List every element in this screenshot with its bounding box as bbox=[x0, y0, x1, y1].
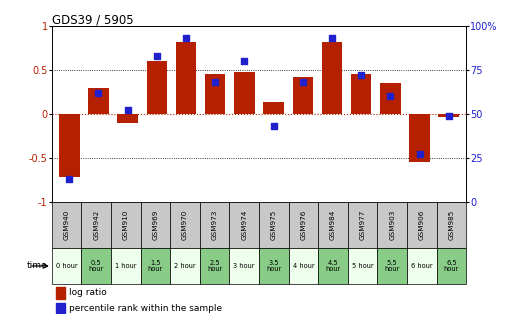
Text: 5 hour: 5 hour bbox=[352, 263, 373, 269]
Text: time: time bbox=[27, 262, 48, 270]
Bar bbox=[56, 287, 65, 299]
Point bbox=[153, 53, 161, 59]
Point bbox=[386, 94, 395, 99]
Text: GSM903: GSM903 bbox=[389, 210, 395, 240]
Text: GSM985: GSM985 bbox=[449, 210, 454, 240]
Bar bbox=[140, 248, 170, 284]
Bar bbox=[200, 201, 229, 248]
Text: GSM910: GSM910 bbox=[123, 210, 129, 240]
Bar bbox=[322, 42, 342, 114]
Bar bbox=[293, 77, 313, 114]
Bar bbox=[289, 201, 318, 248]
Bar bbox=[147, 61, 167, 114]
Bar bbox=[348, 248, 378, 284]
Bar bbox=[59, 114, 80, 177]
Bar bbox=[229, 201, 259, 248]
Text: GSM970: GSM970 bbox=[182, 210, 188, 240]
Text: 2.5
hour: 2.5 hour bbox=[207, 260, 222, 272]
Text: 3.5
hour: 3.5 hour bbox=[266, 260, 281, 272]
Bar bbox=[263, 102, 284, 114]
Bar bbox=[409, 114, 430, 162]
Bar bbox=[200, 248, 229, 284]
Bar bbox=[351, 75, 371, 114]
Text: 0 hour: 0 hour bbox=[56, 263, 77, 269]
Bar bbox=[438, 114, 459, 117]
Text: GSM942: GSM942 bbox=[93, 210, 99, 240]
Bar bbox=[56, 303, 65, 313]
Text: 4.5
hour: 4.5 hour bbox=[325, 260, 341, 272]
Point bbox=[65, 176, 74, 181]
Bar bbox=[52, 248, 81, 284]
Point bbox=[123, 108, 132, 113]
Text: 1 hour: 1 hour bbox=[115, 263, 137, 269]
Text: GSM969: GSM969 bbox=[152, 210, 159, 240]
Point bbox=[269, 124, 278, 129]
Bar bbox=[380, 83, 400, 114]
Text: GDS39 / 5905: GDS39 / 5905 bbox=[52, 13, 134, 26]
Bar bbox=[234, 72, 255, 114]
Bar bbox=[118, 114, 138, 123]
Point bbox=[299, 80, 307, 85]
Text: GSM975: GSM975 bbox=[271, 210, 277, 240]
Text: GSM906: GSM906 bbox=[419, 210, 425, 240]
Bar bbox=[52, 201, 81, 248]
Text: 1.5
hour: 1.5 hour bbox=[148, 260, 163, 272]
Point bbox=[94, 90, 103, 95]
Bar bbox=[318, 201, 348, 248]
Point bbox=[240, 59, 249, 64]
Point bbox=[328, 36, 336, 41]
Bar bbox=[348, 201, 378, 248]
Bar bbox=[229, 248, 259, 284]
Bar bbox=[407, 201, 437, 248]
Bar bbox=[170, 248, 200, 284]
Bar bbox=[407, 248, 437, 284]
Text: GSM974: GSM974 bbox=[241, 210, 247, 240]
Bar bbox=[318, 248, 348, 284]
Text: 6 hour: 6 hour bbox=[411, 263, 433, 269]
Text: GSM976: GSM976 bbox=[300, 210, 307, 240]
Bar bbox=[378, 201, 407, 248]
Bar bbox=[111, 248, 140, 284]
Bar bbox=[81, 201, 111, 248]
Point bbox=[182, 36, 190, 41]
Text: log ratio: log ratio bbox=[69, 288, 107, 297]
Bar bbox=[88, 88, 109, 114]
Bar bbox=[176, 42, 196, 114]
Text: GSM984: GSM984 bbox=[330, 210, 336, 240]
Point bbox=[211, 80, 219, 85]
Bar bbox=[437, 248, 466, 284]
Text: GSM940: GSM940 bbox=[64, 210, 69, 240]
Point bbox=[357, 73, 365, 78]
Bar bbox=[81, 248, 111, 284]
Text: 6.5
hour: 6.5 hour bbox=[444, 260, 459, 272]
Bar bbox=[205, 75, 225, 114]
Text: GSM973: GSM973 bbox=[211, 210, 218, 240]
Bar bbox=[140, 201, 170, 248]
Bar bbox=[259, 248, 289, 284]
Text: GSM977: GSM977 bbox=[359, 210, 366, 240]
Bar bbox=[437, 201, 466, 248]
Text: 3 hour: 3 hour bbox=[234, 263, 255, 269]
Bar bbox=[378, 248, 407, 284]
Text: percentile rank within the sample: percentile rank within the sample bbox=[69, 304, 222, 313]
Bar bbox=[111, 201, 140, 248]
Text: 2 hour: 2 hour bbox=[174, 263, 196, 269]
Text: 0.5
hour: 0.5 hour bbox=[89, 260, 104, 272]
Point bbox=[415, 152, 424, 157]
Point bbox=[444, 113, 453, 118]
Text: 4 hour: 4 hour bbox=[293, 263, 314, 269]
Bar bbox=[289, 248, 318, 284]
Text: 5.5
hour: 5.5 hour bbox=[384, 260, 400, 272]
Bar bbox=[259, 201, 289, 248]
Bar bbox=[170, 201, 200, 248]
